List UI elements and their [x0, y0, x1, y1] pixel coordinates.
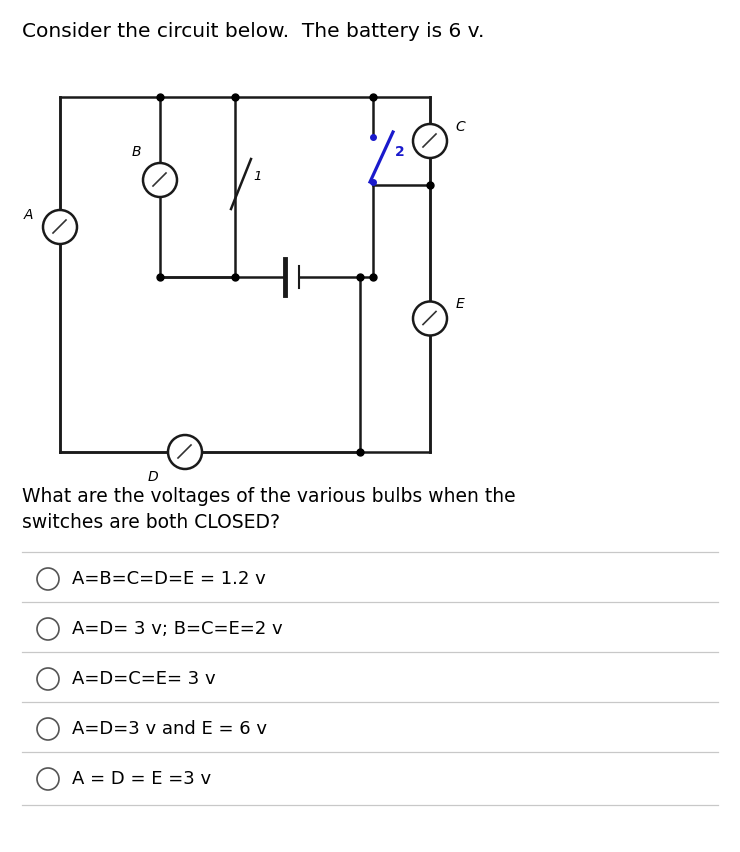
Circle shape [143, 163, 177, 197]
Text: What are the voltages of the various bulbs when the
switches are both CLOSED?: What are the voltages of the various bul… [22, 487, 516, 532]
Text: A=B=C=D=E = 1.2 v: A=B=C=D=E = 1.2 v [72, 570, 266, 588]
Text: 1: 1 [253, 170, 261, 183]
Text: D: D [148, 470, 158, 484]
Text: Consider the circuit below.  The battery is 6 v.: Consider the circuit below. The battery … [22, 22, 485, 41]
Text: B: B [131, 145, 141, 159]
Circle shape [43, 210, 77, 244]
Text: A=D=3 v and E = 6 v: A=D=3 v and E = 6 v [72, 720, 267, 738]
Text: 2: 2 [395, 145, 405, 159]
Circle shape [413, 302, 447, 336]
Circle shape [413, 124, 447, 158]
Text: C: C [455, 120, 465, 134]
Text: A=D=C=E= 3 v: A=D=C=E= 3 v [72, 670, 215, 688]
Circle shape [168, 435, 202, 469]
Text: E: E [456, 297, 465, 312]
Text: A = D = E =3 v: A = D = E =3 v [72, 770, 211, 788]
Text: A: A [23, 208, 33, 222]
Text: A=D= 3 v; B=C=E=2 v: A=D= 3 v; B=C=E=2 v [72, 620, 283, 638]
